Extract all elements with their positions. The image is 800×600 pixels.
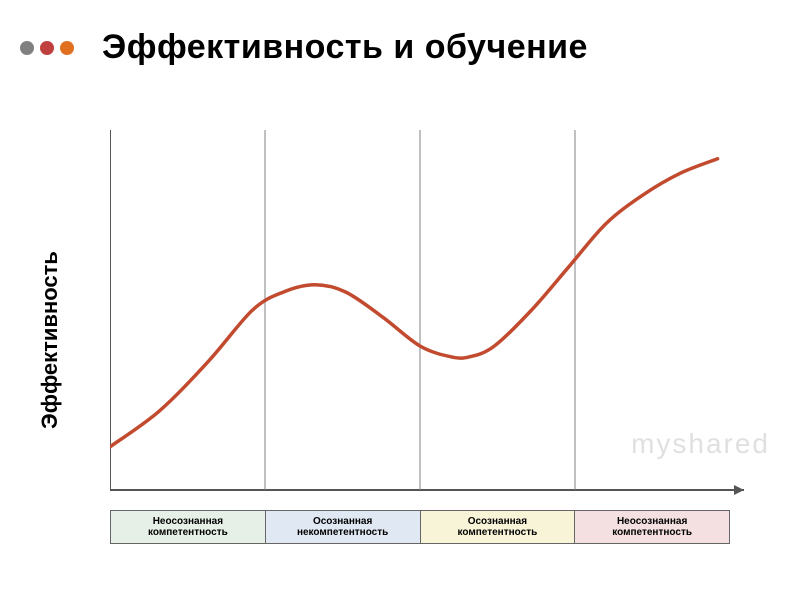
dot-icon <box>20 41 34 55</box>
page-title: Эффективность и обучение <box>102 28 588 67</box>
stage-cell: Осознаннаянекомпетентность <box>266 511 421 543</box>
y-axis-label: Эффективность <box>37 251 63 429</box>
dot-icon <box>40 41 54 55</box>
stage-cell: Неосознаннаякомпетентность <box>575 511 729 543</box>
dot-icon <box>60 41 74 55</box>
stage-legend: НеосознаннаякомпетентностьОсознаннаянеко… <box>110 510 730 544</box>
stage-cell: Неосознаннаякомпетентность <box>111 511 266 543</box>
header-dots <box>20 41 74 55</box>
chart-container: Эффективность Неосознаннаякомпетентность… <box>60 130 760 550</box>
header: Эффективность и обучение <box>0 28 800 67</box>
line-chart <box>110 130 750 500</box>
stage-cell: Осознаннаякомпетентность <box>421 511 576 543</box>
